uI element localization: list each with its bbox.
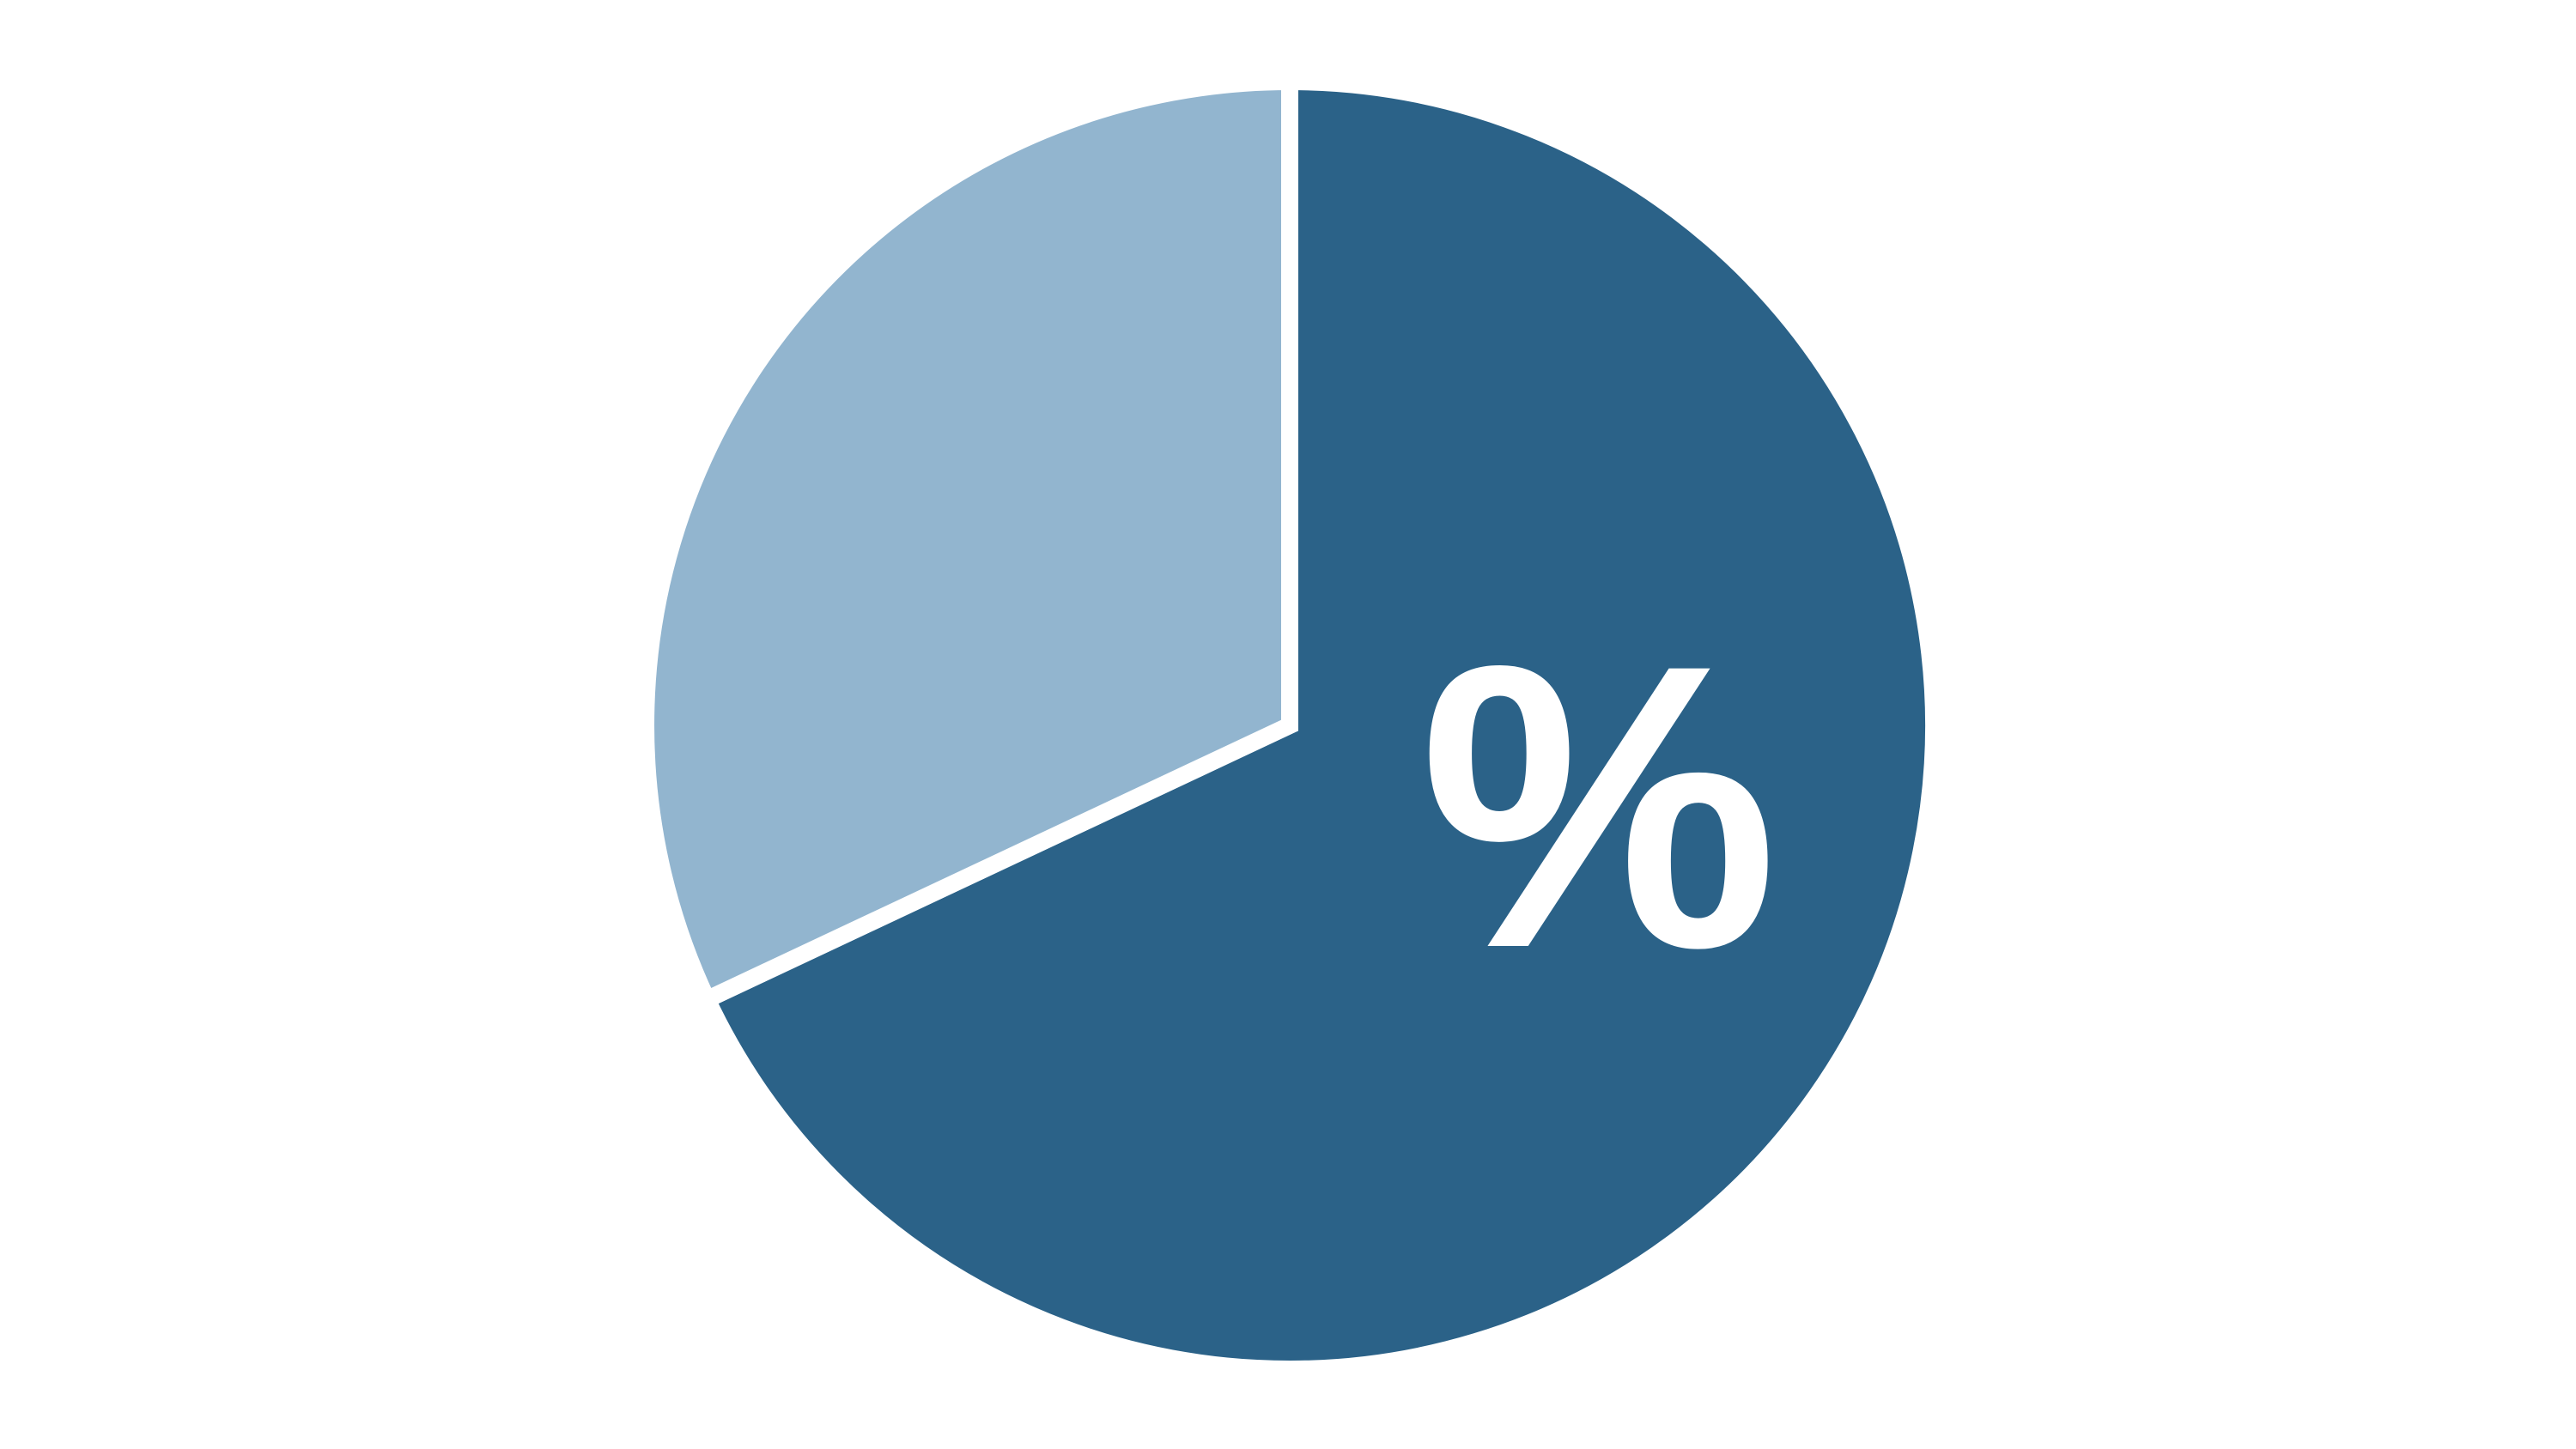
pie-slice-dark-blue-slice: [696, 72, 1943, 1378]
pie-slices: [637, 72, 1943, 1378]
pie-slice-light-blue-slice: [637, 72, 1298, 1011]
percent-symbol: %: [1419, 581, 1778, 1032]
